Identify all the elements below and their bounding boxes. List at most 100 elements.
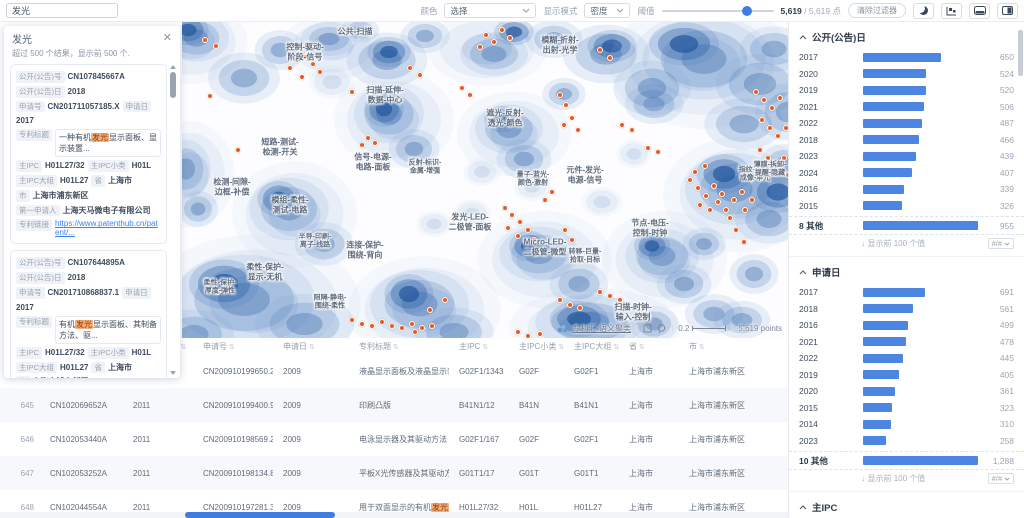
patent-point[interactable] — [515, 329, 521, 335]
patent-point[interactable] — [781, 155, 787, 161]
patent-point[interactable] — [491, 39, 497, 45]
patent-point[interactable] — [459, 85, 465, 91]
sort-icon[interactable]: ⇅ — [229, 343, 235, 351]
patent-point[interactable] — [597, 289, 603, 295]
column-header[interactable]: 省 ⇅ — [619, 338, 679, 354]
sort-icon[interactable]: ⇅ — [482, 343, 489, 351]
rect-select-icon[interactable] — [643, 324, 652, 333]
dark-mode-toggle[interactable] — [913, 2, 934, 19]
patent-point[interactable] — [427, 307, 433, 313]
patent-point[interactable] — [317, 69, 323, 75]
patent-point[interactable] — [765, 155, 771, 161]
side-panel-toggle[interactable] — [997, 2, 1018, 19]
patent-point[interactable] — [575, 127, 581, 133]
patent-point[interactable] — [695, 185, 701, 191]
patent-point[interactable] — [389, 323, 395, 329]
patent-point[interactable] — [569, 237, 575, 243]
patent-point[interactable] — [687, 177, 693, 183]
patent-point[interactable] — [692, 169, 698, 175]
patent-point[interactable] — [741, 239, 747, 245]
patent-point[interactable] — [409, 321, 415, 327]
patent-card[interactable]: 公开(公告)号 CN107845667A 公开(公告)日 2018 申请号 CN20171… — [10, 64, 167, 245]
sort-icon[interactable]: ⇅ — [180, 343, 187, 351]
patent-point[interactable] — [372, 140, 378, 146]
patent-point[interactable] — [597, 47, 603, 53]
patent-point[interactable] — [542, 197, 548, 203]
patent-point[interactable] — [369, 323, 375, 329]
patent-point[interactable] — [215, 289, 221, 295]
patent-point[interactable] — [525, 227, 531, 233]
patent-point[interactable] — [707, 207, 713, 213]
sort-icon[interactable]: ⇅ — [639, 343, 645, 351]
patent-point[interactable] — [569, 115, 575, 121]
facet-bar-row[interactable]: 2022 487 — [789, 115, 1024, 132]
column-header[interactable]: 申请号 ⇅ — [193, 338, 273, 354]
table-row[interactable]: 648 CN102044554A 2011 CN200910197281.3 2009 用… — [0, 490, 950, 518]
patent-point[interactable] — [419, 325, 425, 331]
lasso-select-icon[interactable] — [657, 324, 666, 333]
facet-bar-row[interactable]: 2014 310 — [789, 416, 1024, 433]
patent-point[interactable] — [607, 55, 613, 61]
patent-point[interactable] — [757, 147, 763, 153]
bottom-panel-toggle[interactable] — [969, 2, 990, 19]
patent-point[interactable] — [785, 172, 788, 178]
patent-point[interactable] — [537, 331, 543, 337]
patent-point[interactable] — [549, 189, 555, 195]
facet-bar-row[interactable]: 2019 520 — [789, 82, 1024, 99]
facet-bar-row[interactable]: 2016 499 — [789, 317, 1024, 334]
patent-point[interactable] — [769, 105, 775, 111]
facet-bar-row[interactable]: 2018 466 — [789, 132, 1024, 149]
patent-point[interactable] — [655, 149, 661, 155]
patent-point[interactable] — [557, 92, 563, 98]
threshold-slider[interactable] — [661, 5, 774, 17]
patent-point[interactable] — [477, 44, 483, 50]
facet-bar-row[interactable]: 2015 323 — [789, 400, 1024, 417]
patent-point[interactable] — [202, 37, 208, 43]
sort-icon[interactable]: ⇅ — [613, 343, 619, 351]
patent-point[interactable] — [207, 93, 213, 99]
patent-point[interactable] — [702, 163, 708, 169]
patent-point[interactable] — [502, 205, 508, 211]
patent-point[interactable] — [645, 145, 651, 151]
patent-point[interactable] — [761, 97, 767, 103]
patent-point[interactable] — [617, 297, 623, 303]
column-header[interactable]: 主IPC大组 ⇅ — [564, 338, 619, 354]
facet-bar-row[interactable]: 2016 339 — [789, 181, 1024, 198]
patent-point[interactable] — [294, 57, 300, 63]
patent-point[interactable] — [777, 95, 783, 101]
patent-point[interactable] — [429, 323, 435, 329]
patent-point[interactable] — [299, 74, 305, 80]
patent-point[interactable] — [733, 227, 739, 233]
facet-bar-row[interactable]: 2023 439 — [789, 148, 1024, 165]
patent-card[interactable]: 公开(公告)号 CN107644895A 公开(公告)日 2018 申请号 CN20171… — [10, 250, 167, 378]
sort-icon[interactable]: ⇅ — [393, 343, 399, 351]
patent-point[interactable] — [731, 197, 737, 203]
patent-point[interactable] — [349, 317, 355, 323]
patent-point[interactable] — [711, 183, 717, 189]
column-header[interactable]: 主IPC ⇅ — [449, 338, 509, 354]
facet-bar-row[interactable]: 2020 361 — [789, 383, 1024, 400]
patent-point[interactable] — [703, 193, 709, 199]
facet-section-header[interactable]: 主IPC — [789, 492, 1024, 518]
scrollbar-thumb[interactable] — [185, 512, 335, 518]
patent-point[interactable] — [739, 189, 745, 195]
patent-point[interactable] — [359, 321, 365, 327]
color-select[interactable]: 选择 — [444, 3, 537, 18]
patent-point[interactable] — [302, 54, 308, 60]
patent-point[interactable] — [467, 92, 473, 98]
patent-point[interactable] — [507, 35, 513, 41]
patent-point[interactable] — [783, 125, 788, 131]
facet-bar-row[interactable]: 2019 405 — [789, 367, 1024, 384]
facet-section-header[interactable]: 公开(公告)日 — [789, 22, 1024, 49]
search-input[interactable] — [6, 3, 118, 18]
panel-scrollbar-thumb[interactable] — [1018, 30, 1023, 76]
close-icon[interactable]: ✕ — [162, 32, 172, 44]
patent-point[interactable] — [619, 122, 625, 128]
patent-point[interactable] — [719, 191, 725, 197]
facet-bar-row[interactable]: 2024 407 — [789, 165, 1024, 182]
patent-point[interactable] — [775, 133, 781, 139]
patent-point[interactable] — [759, 117, 765, 123]
patent-point[interactable] — [525, 333, 531, 338]
patent-point[interactable] — [629, 127, 635, 133]
scatter-panel-toggle[interactable] — [941, 2, 962, 19]
